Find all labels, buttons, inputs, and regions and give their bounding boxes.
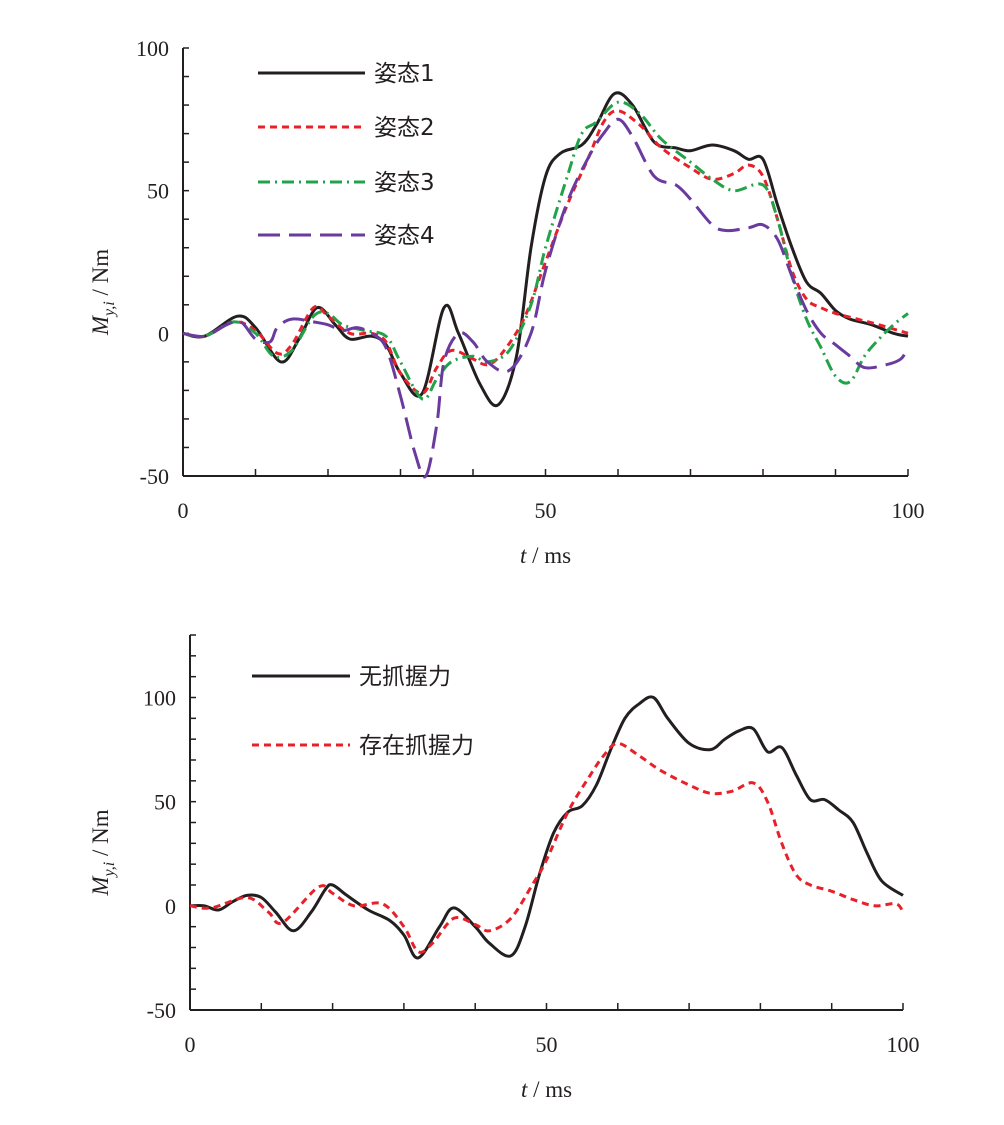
legend-label-1: 无抓握力 xyxy=(359,664,451,690)
legend-label-2: 存在抓握力 xyxy=(359,733,474,759)
legend-label-4: 姿态4 xyxy=(374,223,435,249)
series-line-1 xyxy=(189,695,904,960)
legend-label-2: 姿态2 xyxy=(374,115,435,141)
y-tick-label: 100 xyxy=(136,36,169,61)
series-line-1 xyxy=(182,91,909,408)
series-line-2 xyxy=(189,741,905,954)
y-tick-label: 0 xyxy=(158,321,169,346)
y-tick-label: -50 xyxy=(140,464,169,489)
x-tick-label: 100 xyxy=(887,1032,920,1057)
x-tick-label: 100 xyxy=(892,498,925,523)
x-tick-label: 50 xyxy=(536,1032,558,1057)
y-tick-label: 100 xyxy=(143,686,176,711)
x-tick-label: 50 xyxy=(535,498,557,523)
x-tick-label: 0 xyxy=(178,498,189,523)
x-axis-label: t / ms xyxy=(521,1077,572,1102)
series-line-3 xyxy=(182,100,909,401)
legend-label-1: 姿态1 xyxy=(374,61,435,87)
x-tick-label: 0 xyxy=(185,1032,196,1057)
y-axis-label: My,i / Nm xyxy=(88,809,118,896)
series-line-4 xyxy=(182,117,910,479)
x-axis-label: t / ms xyxy=(520,543,571,568)
y-axis-label: My,i / Nm xyxy=(88,249,118,336)
legend-label-3: 姿态3 xyxy=(374,170,435,196)
chart-1: -50 0 50 100 0 50 100 t / ms My,i / Nm 姿态1 姿态2 姿态3 姿… xyxy=(88,36,925,568)
y-tick-label: -50 xyxy=(147,998,176,1023)
y-tick-label: 0 xyxy=(165,894,176,919)
y-tick-label: 50 xyxy=(154,790,176,815)
y-tick-label: 50 xyxy=(147,179,169,204)
